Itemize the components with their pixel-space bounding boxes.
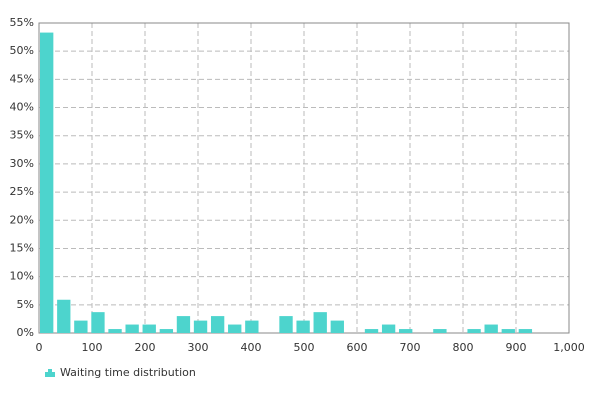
bar <box>484 324 498 333</box>
y-tick-label: 50% <box>10 44 34 57</box>
x-tick-label: 1,000 <box>553 341 585 354</box>
bar <box>228 324 242 333</box>
bar <box>91 312 105 333</box>
bar <box>279 316 293 333</box>
bar <box>364 329 379 333</box>
bar <box>296 320 310 333</box>
x-tick-label: 700 <box>400 341 421 354</box>
x-tick-label: 200 <box>135 341 156 354</box>
bar <box>74 320 88 333</box>
x-tick-label: 100 <box>82 341 103 354</box>
x-tick-label: 800 <box>453 341 474 354</box>
bar <box>159 329 174 333</box>
bar <box>467 329 481 333</box>
bar <box>313 312 327 333</box>
bar <box>193 320 208 333</box>
y-tick-label: 30% <box>10 157 34 170</box>
y-tick-label: 15% <box>10 241 34 254</box>
bar <box>381 324 396 333</box>
bar <box>125 324 139 333</box>
bar <box>210 316 225 333</box>
y-tick-label: 20% <box>10 213 34 226</box>
x-tick-label: 0 <box>36 341 43 354</box>
bar <box>518 329 533 333</box>
bar <box>176 316 191 333</box>
y-tick-label: 55% <box>10 16 34 29</box>
x-tick-label: 400 <box>241 341 262 354</box>
bar <box>501 329 515 333</box>
bar <box>245 320 259 333</box>
bar <box>433 329 447 333</box>
y-tick-label: 25% <box>10 185 34 198</box>
x-tick-label: 900 <box>506 341 527 354</box>
y-tick-label: 10% <box>10 270 34 283</box>
legend-label: Waiting time distribution <box>60 366 196 379</box>
x-tick-label: 300 <box>188 341 209 354</box>
x-tick-label: 500 <box>294 341 315 354</box>
bar <box>57 299 71 333</box>
y-tick-label: 5% <box>17 298 34 311</box>
y-tick-label: 45% <box>10 72 34 85</box>
y-tick-label: 40% <box>10 101 34 114</box>
bar <box>108 329 122 333</box>
bar <box>399 329 413 333</box>
legend-icon <box>45 369 55 377</box>
x-tick-label: 600 <box>347 341 368 354</box>
y-tick-label: 35% <box>10 129 34 142</box>
bar <box>142 324 156 333</box>
y-tick-label: 0% <box>17 326 34 339</box>
bar <box>330 320 344 333</box>
bar <box>40 32 54 333</box>
